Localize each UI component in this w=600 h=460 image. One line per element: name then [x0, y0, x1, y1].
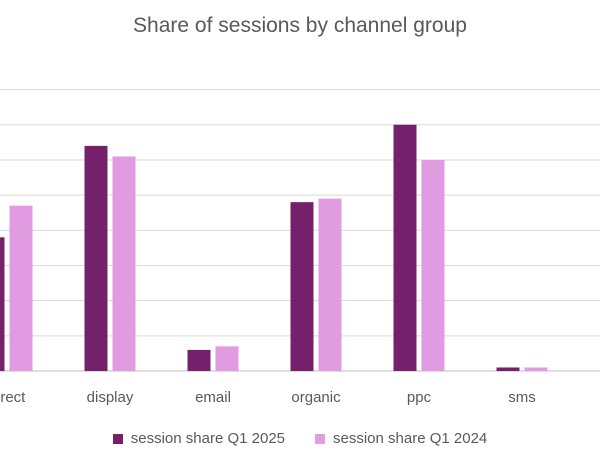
bar-display-q1-2025	[84, 145, 108, 371]
bar-display-q1-2024	[112, 156, 136, 371]
bar-direct-q1-2025	[0, 237, 5, 371]
legend-item-q1-2025: session share Q1 2025	[112, 430, 285, 447]
bar-chart: direct display email organic ppc sms	[0, 89, 600, 406]
bar-sms-q1-2024	[524, 367, 548, 371]
bar-sms-q1-2025	[496, 367, 520, 371]
bar-direct-q1-2024	[9, 205, 33, 371]
x-tick-label-sms: sms	[508, 389, 536, 406]
x-tick-label-ppc: ppc	[407, 389, 432, 406]
bar-ppc-q1-2025	[393, 124, 417, 371]
bar-ppc-q1-2024	[421, 159, 445, 371]
x-tick-label-organic: organic	[291, 389, 341, 406]
legend-swatch-q1-2024	[315, 433, 325, 444]
legend-label-q1-2024: session share Q1 2024	[333, 430, 488, 447]
bar-email-q1-2025	[187, 349, 211, 371]
chart-title: Share of sessions by channel group	[133, 14, 467, 37]
x-tick-label-display: display	[87, 389, 134, 406]
x-tick-label-email: email	[195, 389, 231, 406]
legend-label-q1-2025: session share Q1 2025	[130, 430, 285, 447]
legend-item-q1-2024: session share Q1 2024	[315, 430, 487, 447]
x-tick-label-direct: direct	[0, 389, 26, 406]
bar-organic-q1-2025	[290, 202, 314, 371]
chart-legend: session share Q1 2025 session share Q1 2…	[0, 430, 600, 447]
bar-organic-q1-2024	[318, 198, 342, 371]
bar-email-q1-2024	[215, 346, 239, 371]
legend-swatch-q1-2025	[112, 433, 123, 444]
